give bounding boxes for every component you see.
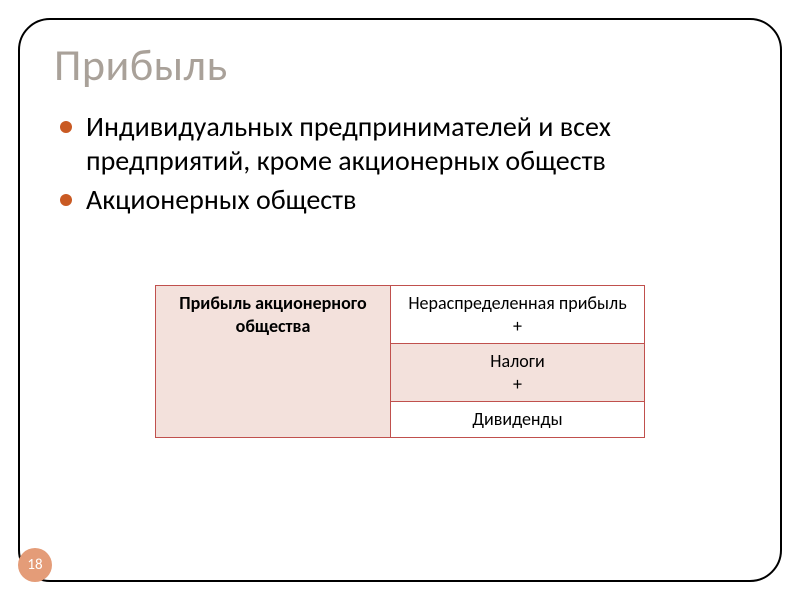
bullet-text: Акционерных обществ (86, 182, 356, 217)
bullet-icon (60, 194, 72, 206)
list-item: Акционерных обществ (60, 183, 740, 217)
list-item: Индивидуальных предпринимателей и всех п… (60, 110, 740, 177)
profit-table: Прибыль акционерного общества Нераспреде… (155, 285, 645, 438)
page-number: 18 (27, 556, 42, 574)
bullet-icon (60, 121, 72, 133)
table-cell: Налоги+ (391, 344, 645, 402)
table-cell: Дивиденды (391, 402, 645, 438)
bullet-list: Индивидуальных предпринимателей и всех п… (60, 110, 740, 223)
slide-title: Прибыль (54, 38, 228, 92)
bullet-text: Индивидуальных предпринимателей и всех п… (86, 109, 611, 178)
page-number-badge: 18 (18, 548, 52, 582)
table-cell: Нераспределенная прибыль+ (391, 286, 645, 344)
table-left-header: Прибыль акционерного общества (156, 286, 391, 438)
